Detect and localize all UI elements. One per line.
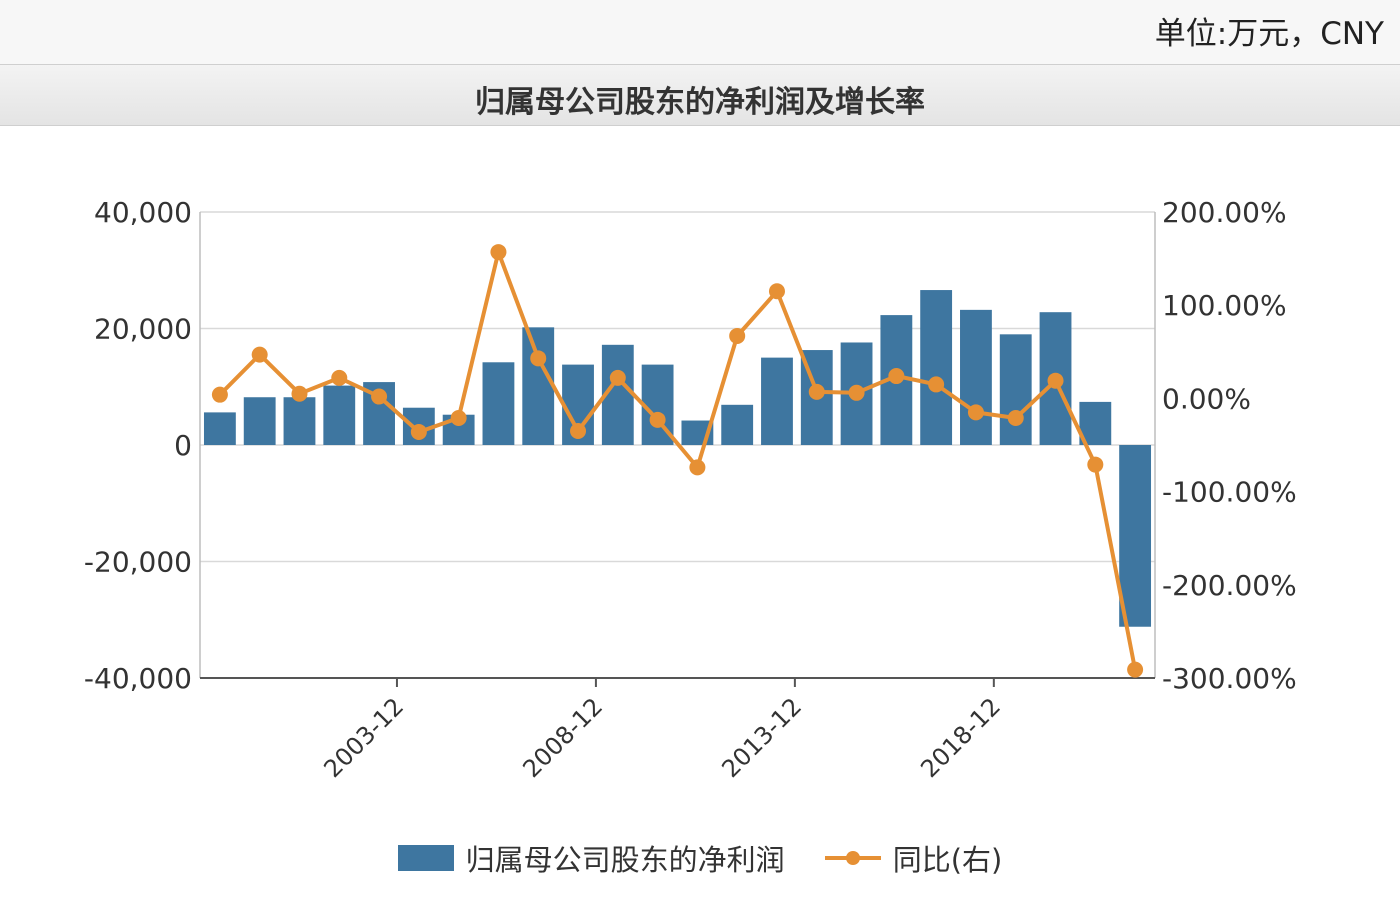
legend: 归属母公司股东的净利润 同比(右) — [0, 836, 1400, 880]
bar-1999 — [203, 412, 236, 445]
yoy-point-2002 — [331, 369, 348, 386]
y-left-tick-label: 40,000 — [94, 196, 192, 229]
yoy-point-2004 — [410, 423, 427, 440]
chart-area: 40,000 20,000 0 -20,000 -40,000 200.00% 100.00… — [84, 196, 1297, 783]
bar-series — [203, 290, 1152, 627]
yoy-point-2012 — [729, 327, 746, 344]
yoy-point-1999 — [211, 386, 228, 403]
y-left-tick-label: 0 — [174, 429, 192, 462]
unit-bar: 单位:万元，CNY — [0, 0, 1400, 64]
chart-title: 归属母公司股东的净利润及增长率 — [475, 85, 925, 120]
yoy-point-2016 — [888, 368, 905, 385]
yoy-point-2021 — [1087, 456, 1104, 473]
x-tick-label: 2003-12 — [318, 692, 409, 783]
tick-labels: 40,000 20,000 0 -20,000 -40,000 200.00% 100.00… — [84, 196, 1297, 783]
yoy-line — [218, 250, 1138, 670]
y-right-tick-label: -100.00% — [1162, 476, 1297, 509]
yoy-point-2005 — [450, 409, 467, 426]
chart-title-bar: 归属母公司股东的净利润及增长率 — [0, 64, 1400, 126]
bar-2017 — [920, 290, 953, 445]
y-left-tick-label: 20,000 — [94, 313, 192, 346]
axis-layer — [199, 212, 1156, 687]
bar-2001 — [283, 397, 316, 445]
bar-2022 — [1119, 445, 1152, 627]
bar-2002 — [323, 385, 356, 445]
y-left-tick-label: -40,000 — [84, 662, 192, 695]
unit-label: 单位:万元，CNY — [1154, 16, 1384, 52]
yoy-point-2001 — [291, 385, 308, 402]
y-right-tick-label: 200.00% — [1162, 196, 1287, 229]
legend-item-bar[interactable]: 归属母公司股东的净利润 — [397, 837, 785, 879]
yoy-point-2017 — [928, 376, 945, 393]
y-right-tick-label: -200.00% — [1162, 569, 1297, 602]
yoy-point-2009 — [609, 369, 626, 386]
x-tick-label: 2008-12 — [517, 692, 608, 783]
legend-item-line[interactable]: 同比(右) — [824, 837, 1003, 879]
yoy-point-2019 — [1007, 409, 1024, 426]
yoy-point-2015 — [848, 384, 865, 401]
legend-bar-label: 归属母公司股东的净利润 — [465, 843, 785, 877]
bar-2007 — [522, 327, 555, 445]
y-left-tick-label: -20,000 — [84, 546, 192, 579]
y-right-tick-label: 100.00% — [1162, 289, 1287, 322]
y-right-tick-label: -300.00% — [1162, 662, 1297, 695]
yoy-point-2014 — [808, 383, 825, 400]
yoy-point-2000 — [251, 346, 268, 363]
bar-2018 — [960, 309, 992, 445]
bar-2006 — [482, 362, 515, 445]
yoy-point-2022 — [1127, 661, 1144, 678]
yoy-point-2018 — [967, 404, 984, 421]
yoy-point-2020 — [1047, 372, 1064, 389]
bar-2012 — [721, 404, 754, 445]
line-series — [211, 244, 1144, 678]
x-tick-label: 2018-12 — [915, 692, 1006, 783]
yoy-point-2008 — [570, 423, 587, 440]
yoy-point-2006 — [490, 244, 507, 261]
line-swatch-icon — [824, 845, 881, 871]
bar-swatch-icon — [397, 845, 454, 871]
bar-2000 — [243, 397, 276, 445]
yoy-point-2007 — [530, 350, 547, 367]
yoy-point-2003 — [371, 388, 388, 405]
bar-2019 — [999, 334, 1032, 445]
bar-2013 — [761, 357, 793, 445]
yoy-point-2011 — [689, 459, 706, 476]
y-right-tick-label: 0.00% — [1162, 382, 1251, 415]
yoy-point-2013 — [768, 283, 785, 300]
yoy-point-2010 — [649, 411, 666, 428]
x-tick-label: 2013-12 — [716, 692, 807, 783]
legend-line-label: 同比(右) — [892, 843, 1003, 877]
